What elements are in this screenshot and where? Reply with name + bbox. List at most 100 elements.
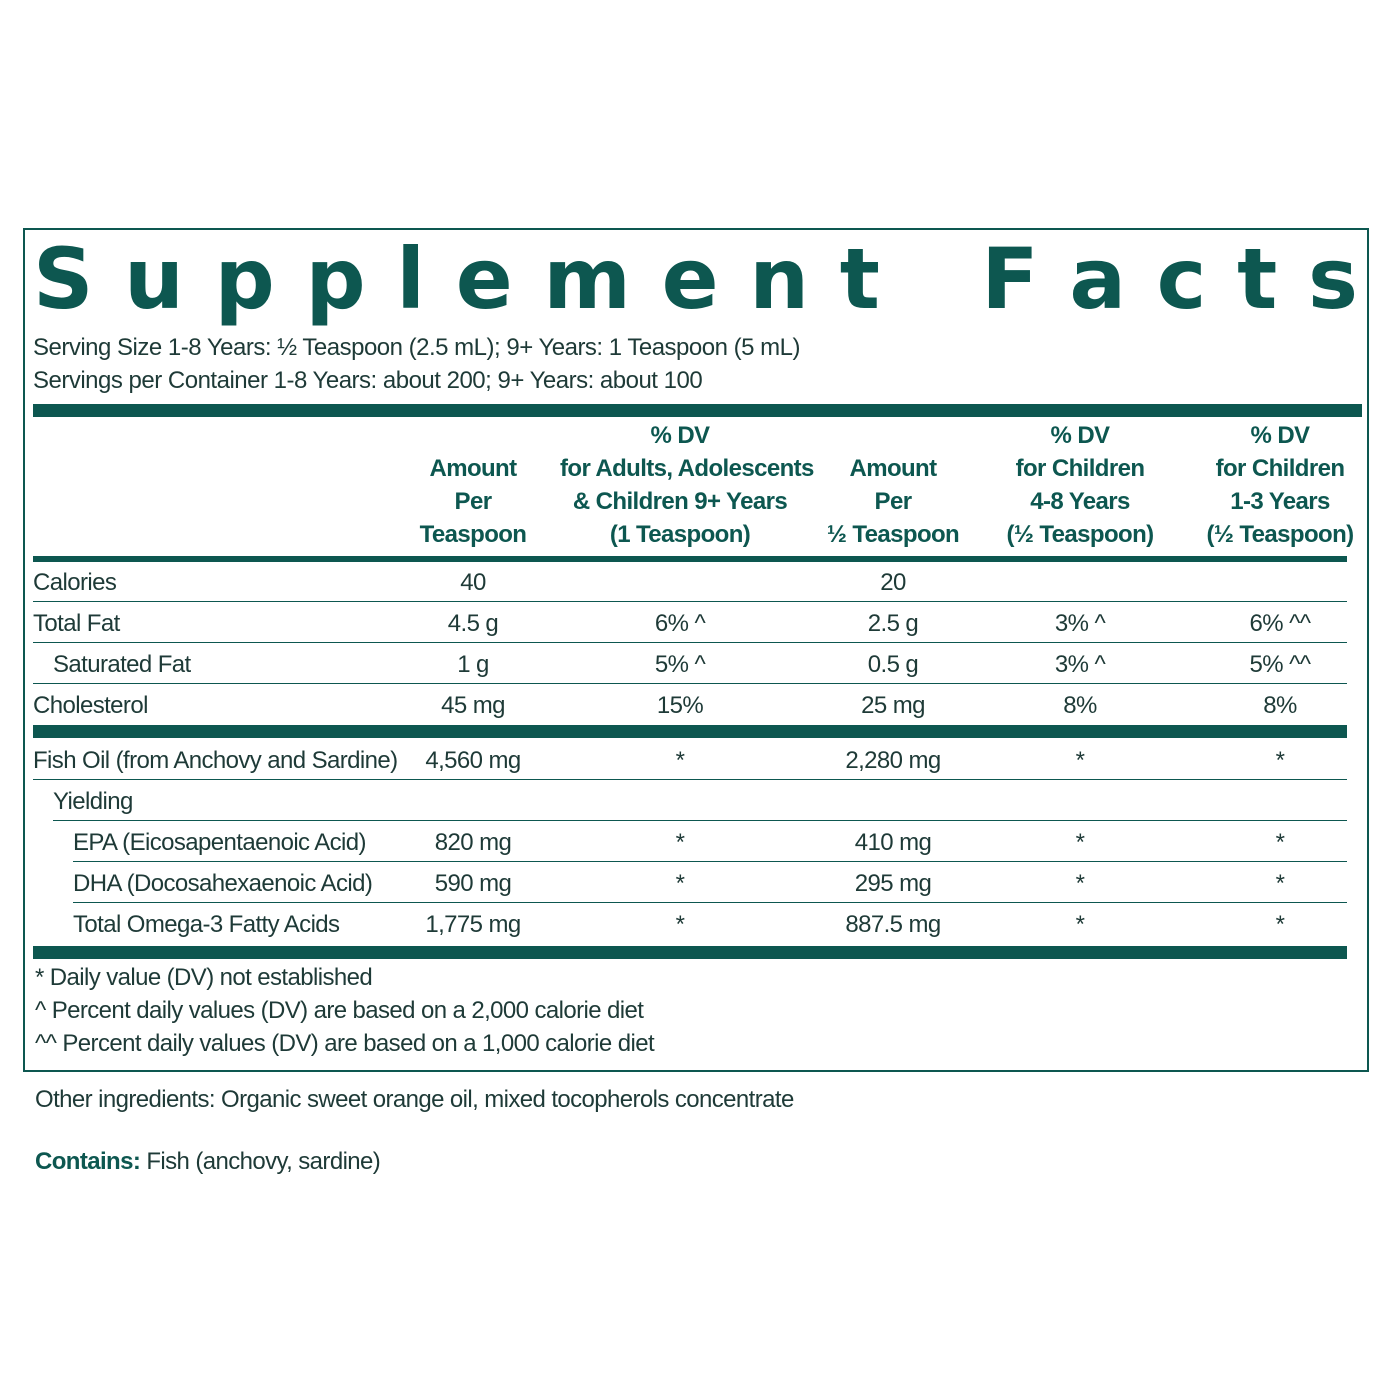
column-header-amount-per-teaspoon: Amount Per Teaspoon [393, 419, 553, 551]
column-header-dv-adults: % DV for Adults, Adolescents & Children … [560, 419, 814, 551]
column-header-line: (1 Teaspoon) [609, 521, 751, 548]
column-header-line: Teaspoon [419, 521, 527, 548]
title-letter: S [33, 230, 94, 328]
dv-children-1-3: * [1275, 870, 1285, 897]
dv-adults: * [675, 911, 685, 938]
dv-children-1-3: 6% ^^ [1249, 610, 1311, 637]
servings-per-container: Servings per Container 1-8 Years: about … [33, 367, 703, 394]
column-header-line: ½ Teaspoon [826, 521, 960, 548]
amount-per-teaspoon: 4.5 g [447, 610, 499, 637]
row-divider [33, 642, 1347, 643]
title-letter: n [749, 230, 810, 328]
dv-children-1-3: * [1275, 829, 1285, 856]
column-header-line: for Adults, Adolescents [560, 455, 814, 482]
column-header-line: for Children [1015, 455, 1145, 482]
thick-divider-bottom [33, 946, 1347, 959]
amount-per-half-teaspoon: 0.5 g [867, 651, 919, 678]
nutrient-name: Fish Oil (from Anchovy and Sardine) [33, 747, 398, 774]
amount-per-half-teaspoon: 2,280 mg [845, 747, 941, 774]
column-header-line: 4-8 Years [1030, 488, 1130, 515]
title-letter: e [661, 230, 719, 328]
thick-divider-middle [33, 725, 1347, 738]
dv-children-4-8: * [1075, 829, 1085, 856]
row-divider [33, 779, 1347, 780]
amount-per-teaspoon: 590 mg [434, 870, 512, 897]
nutrient-name: Saturated Fat [53, 651, 191, 678]
contains-label: Contains: [35, 1148, 141, 1175]
column-header-line: Amount [849, 455, 937, 482]
nutrient-name: DHA (Docosahexaenoic Acid) [73, 870, 373, 897]
column-header-line: % DV [1050, 422, 1111, 449]
thick-divider-top [33, 404, 1362, 417]
row-divider [73, 902, 1347, 903]
dv-adults: * [675, 829, 685, 856]
footnote-2000-calorie: ^ Percent daily values (DV) are based on… [35, 997, 644, 1024]
title-letter: a [1069, 230, 1126, 328]
allergen-statement: Contains: Fish (anchovy, sardine) [35, 1148, 381, 1176]
dv-children-4-8: 3% ^ [1054, 651, 1106, 678]
title-letter: F [981, 230, 1039, 328]
other-ingredients: Other ingredients: Organic sweet orange … [35, 1086, 794, 1113]
title-letter: t [839, 230, 880, 328]
column-header-amount-per-half-teaspoon: Amount Per ½ Teaspoon [813, 419, 973, 551]
column-header-line [813, 419, 973, 452]
column-header-line [393, 419, 553, 452]
dv-adults: 15% [656, 692, 704, 719]
header-divider [33, 556, 1347, 562]
dv-children-4-8: * [1075, 911, 1085, 938]
title-letter: e [455, 230, 513, 328]
amount-per-teaspoon: 1,775 mg [425, 911, 521, 938]
title-letter: s [1307, 230, 1358, 328]
row-divider [33, 601, 1347, 602]
nutrient-name: Calories [33, 569, 117, 596]
title-letter: c [1156, 230, 1207, 328]
dv-adults: * [675, 870, 685, 897]
column-header-dv-children-1-3: % DV for Children 1-3 Years (½ Teaspoon) [1190, 419, 1370, 551]
dv-children-4-8: * [1075, 870, 1085, 897]
row-divider [53, 820, 1347, 821]
row-divider [73, 861, 1347, 862]
dv-children-1-3: 5% ^^ [1249, 651, 1311, 678]
amount-per-teaspoon: 1 g [457, 651, 489, 678]
column-header-line: Per [874, 488, 913, 515]
dv-children-4-8: * [1075, 747, 1085, 774]
title-letter: t [1237, 230, 1278, 328]
column-header-line: for Children [1215, 455, 1345, 482]
column-header-line: (½ Teaspoon) [1206, 521, 1354, 548]
dv-adults: * [675, 747, 685, 774]
column-header-line: Per [454, 488, 493, 515]
column-header-line: Amount [429, 455, 517, 482]
contains-text: Fish (anchovy, sardine) [140, 1148, 381, 1175]
amount-per-half-teaspoon: 2.5 g [867, 610, 919, 637]
serving-size: Serving Size 1-8 Years: ½ Teaspoon (2.5 … [33, 334, 800, 361]
title-letter: p [305, 230, 366, 328]
dv-adults: 5% ^ [654, 651, 706, 678]
amount-per-teaspoon: 820 mg [434, 829, 512, 856]
dv-children-1-3: * [1275, 747, 1285, 774]
nutrient-name: Yielding [53, 788, 133, 815]
title-space [911, 236, 951, 322]
footnote-1000-calorie: ^^ Percent daily values (DV) are based o… [35, 1030, 655, 1057]
amount-per-half-teaspoon: 295 mg [854, 870, 932, 897]
row-divider [33, 683, 1347, 684]
dv-children-1-3: * [1275, 911, 1285, 938]
amount-per-half-teaspoon: 25 mg [861, 692, 925, 719]
amount-per-teaspoon: 4,560 mg [425, 747, 521, 774]
footnote-dv-not-established: * Daily value (DV) not established [35, 964, 373, 991]
amount-per-teaspoon: 40 [460, 569, 486, 596]
column-header-line: % DV [650, 422, 711, 449]
title-letter: m [543, 230, 631, 328]
amount-per-half-teaspoon: 20 [880, 569, 906, 596]
amount-per-half-teaspoon: 410 mg [854, 829, 932, 856]
nutrient-name: Cholesterol [33, 692, 148, 719]
amount-per-half-teaspoon: 887.5 mg [845, 911, 941, 938]
dv-children-4-8: 8% [1063, 692, 1097, 719]
column-header-line: (½ Teaspoon) [1006, 521, 1154, 548]
nutrient-name: Total Fat [33, 610, 120, 637]
supplement-facts-panel: S u p p l e m e n t F a c t s Serving Si… [23, 228, 1369, 1072]
column-header-line: % DV [1250, 422, 1311, 449]
dv-children-4-8: 3% ^ [1054, 610, 1106, 637]
amount-per-teaspoon: 45 mg [441, 692, 505, 719]
title-letter: u [124, 230, 184, 328]
dv-adults: 6% ^ [654, 610, 706, 637]
